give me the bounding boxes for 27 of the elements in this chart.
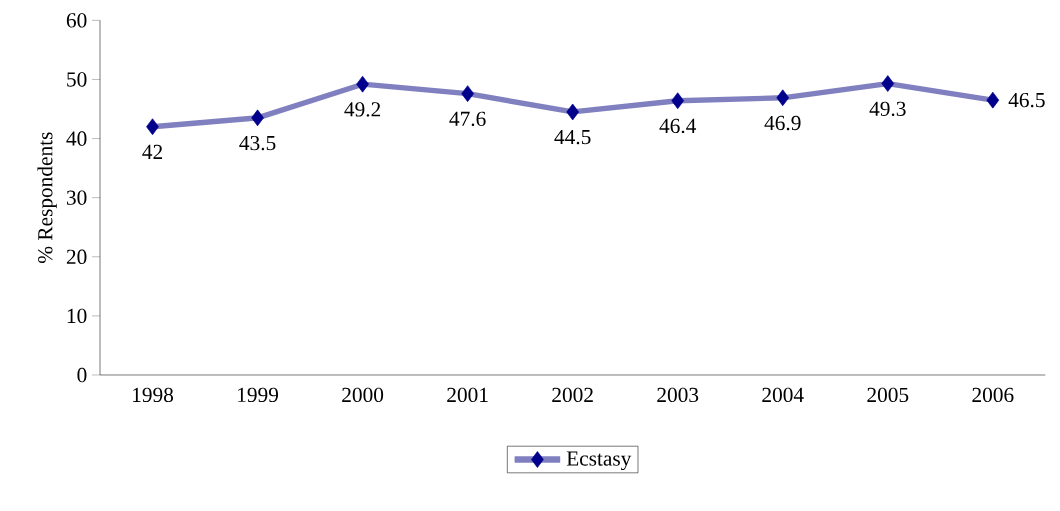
- x-tick-label: 2000: [342, 387, 384, 403]
- y-tick-label: 30: [66, 190, 87, 205]
- y-axis-title: % Respondents: [37, 132, 57, 263]
- x-tick-label: 2001: [447, 387, 488, 403]
- x-tick-label: 1999: [238, 387, 279, 403]
- data-label: 49.2: [344, 102, 381, 117]
- data-label: 47.6: [449, 111, 486, 127]
- y-tick-label: 50: [67, 72, 87, 87]
- x-tick-label: 1998: [133, 387, 174, 403]
- data-label: 42: [142, 144, 163, 159]
- y-tick-label: 40: [66, 131, 87, 146]
- x-tick-label: 2006: [972, 387, 1014, 403]
- x-tick-label: 2002: [552, 387, 593, 403]
- y-tick-label: 20: [66, 249, 87, 264]
- data-label: 46.9: [764, 115, 801, 131]
- data-label: 44.5: [554, 130, 591, 145]
- data-label: 43.5: [239, 135, 276, 151]
- y-tick-label: 10: [67, 308, 87, 324]
- y-tick-label: 60: [66, 13, 87, 28]
- x-tick-label: 2004: [762, 387, 804, 403]
- x-tick-label: 2003: [657, 387, 699, 403]
- legend-label: Ecstasy: [566, 451, 632, 471]
- x-tick-label: 2005: [867, 387, 909, 403]
- data-label: 46.5: [1008, 92, 1045, 108]
- y-tick-label: 0: [77, 367, 87, 383]
- data-label: 49.3: [869, 101, 906, 117]
- data-label: 46.4: [659, 118, 697, 134]
